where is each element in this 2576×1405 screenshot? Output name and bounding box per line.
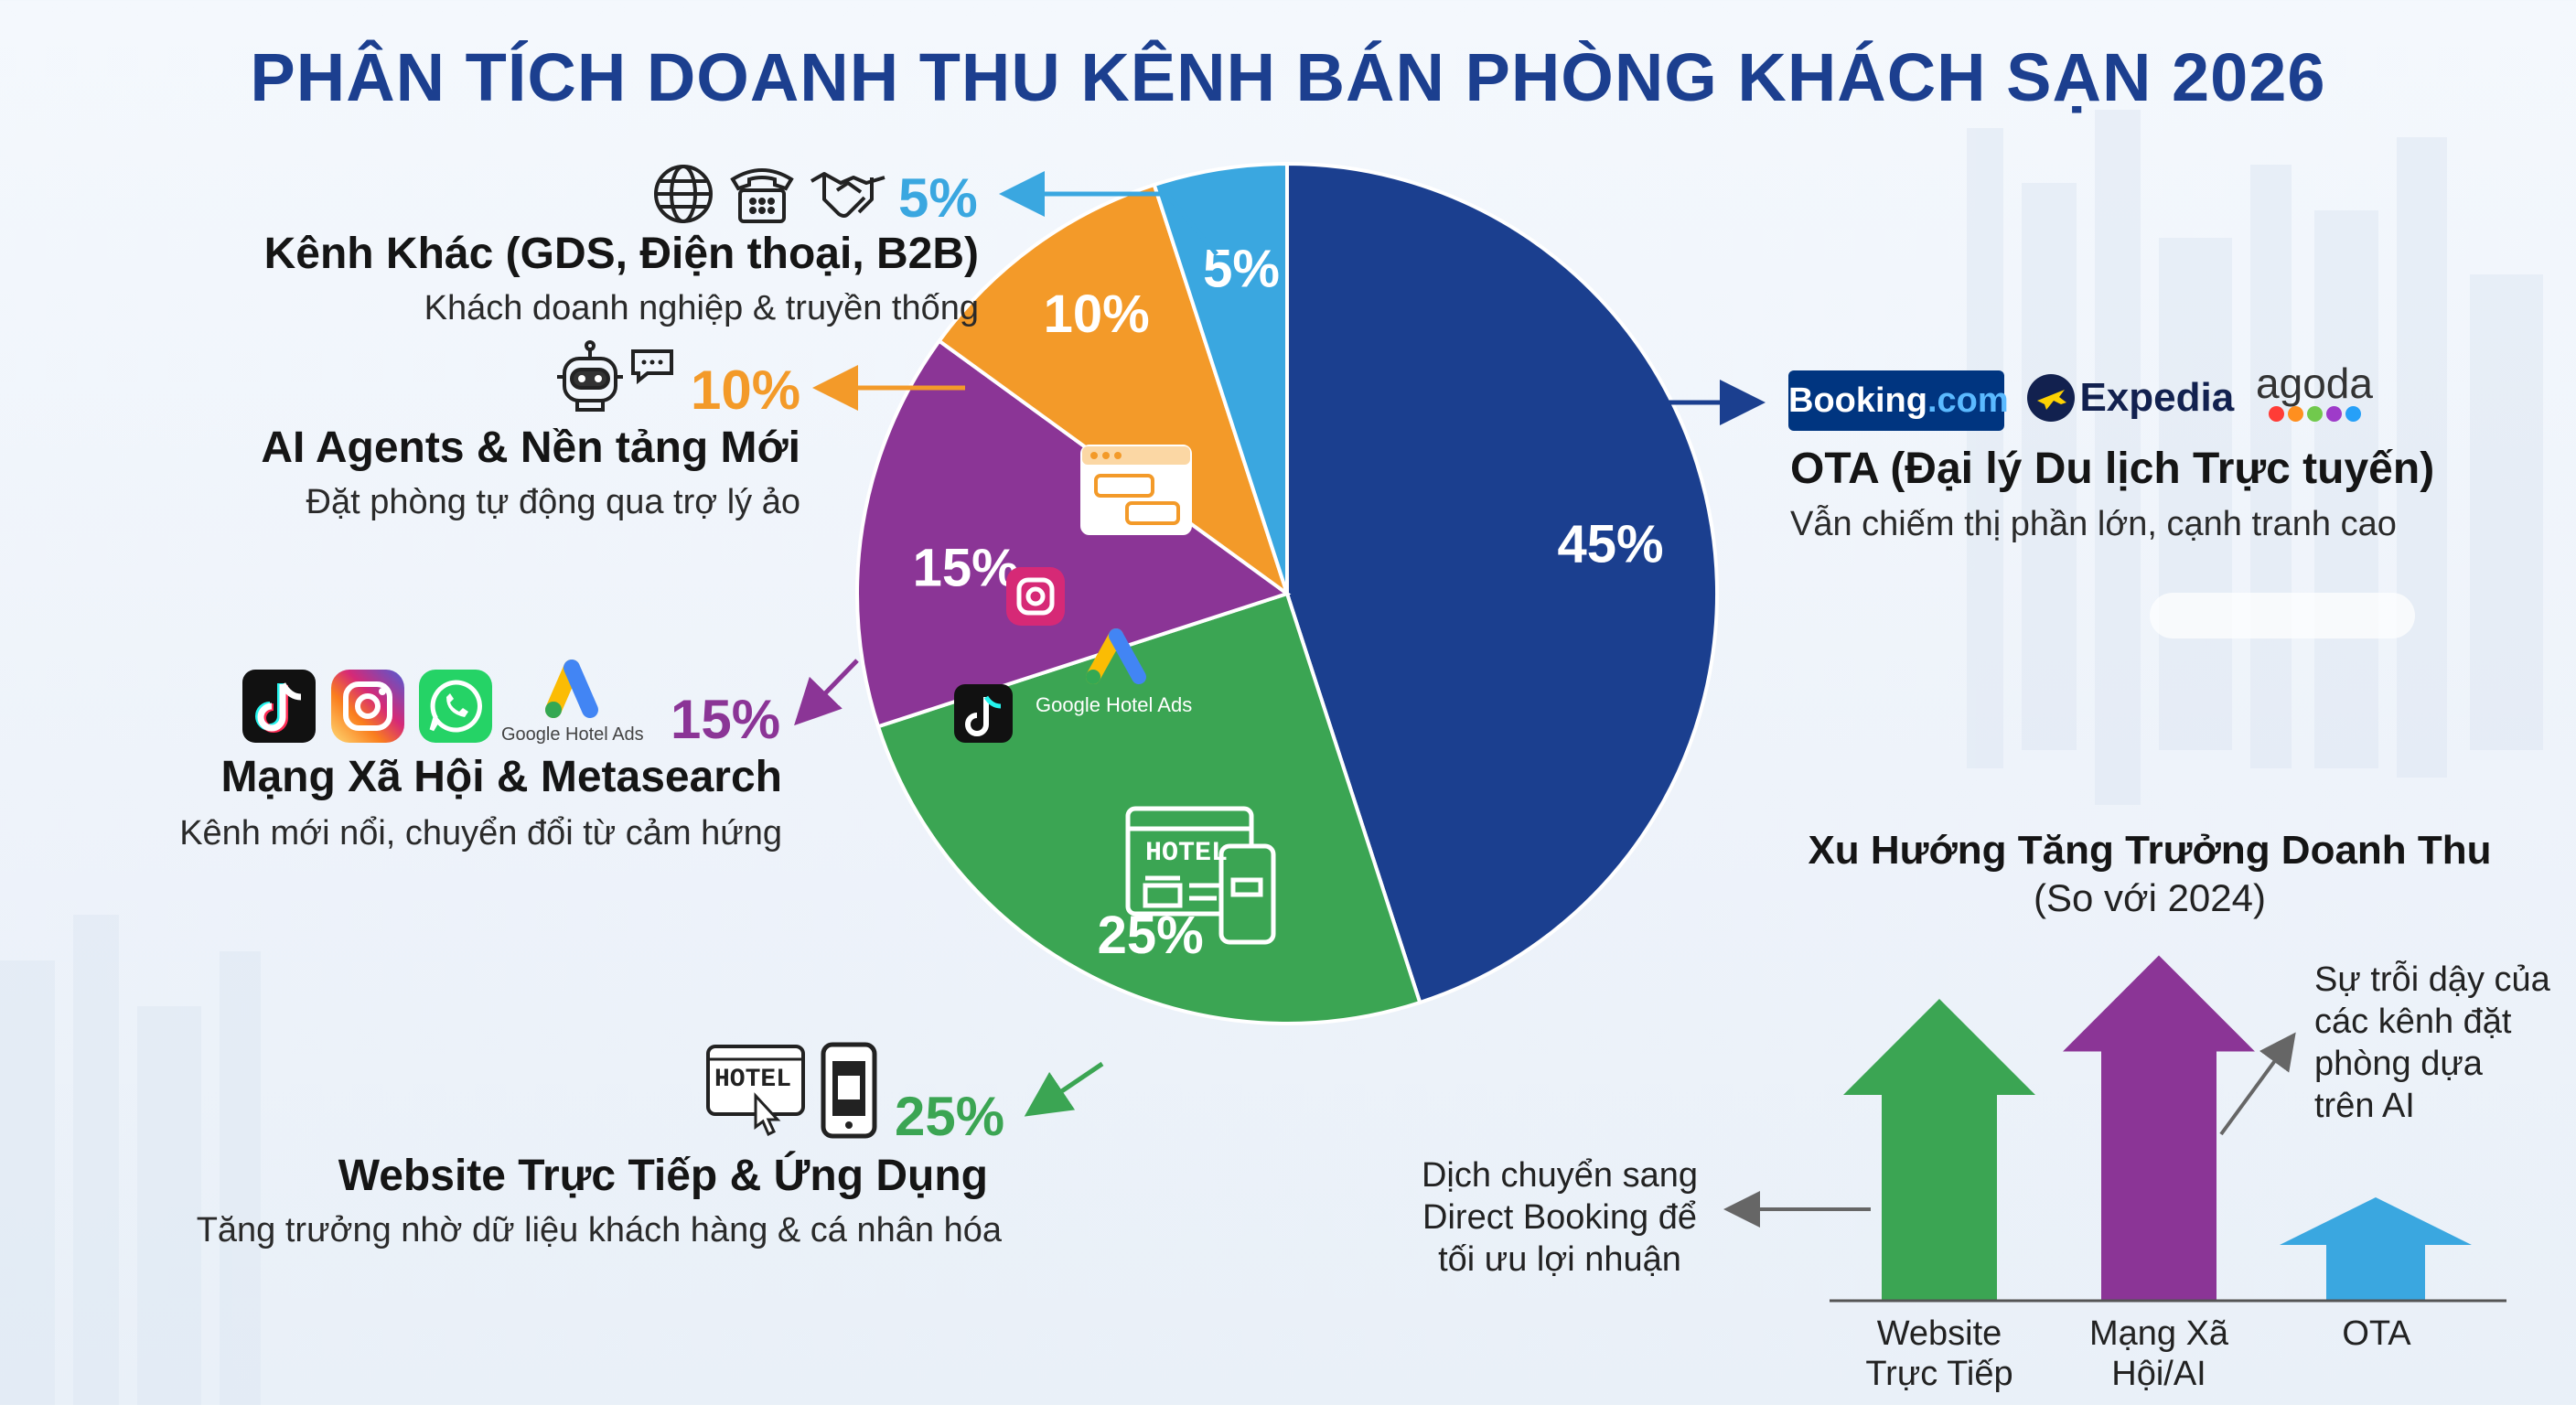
tiktok-icon xyxy=(954,684,1013,743)
website-callout-arrow xyxy=(1024,1061,1104,1117)
trend-arrow-ota xyxy=(2280,1197,2472,1301)
trend-subtitle: (So với 2024) xyxy=(2034,876,2266,919)
hotel-web-icon xyxy=(1125,806,1276,945)
chat-bubble-icon xyxy=(631,349,673,384)
pie-slice-social-label: 15% xyxy=(913,538,1019,597)
ai-subtext: Đặt phòng tự động qua trợ lý ảo xyxy=(306,483,800,521)
ota-heading: OTA (Đại lý Du lịch Trực tuyến) xyxy=(1790,445,2435,493)
social-subtext: Kênh mới nổi, chuyển đổi từ cảm hứng xyxy=(179,814,782,853)
google-hotel-ads-label: Google Hotel Ads xyxy=(501,724,644,745)
instagram-logo-icon xyxy=(331,670,404,743)
trend-label-ota-1: OTA xyxy=(2342,1314,2411,1353)
note-left-line-2: Direct Booking để xyxy=(1422,1198,1697,1237)
google-hotel-ads-text: Google Hotel Ads xyxy=(1036,693,1192,716)
expedia-logo-text: Expedia xyxy=(2079,375,2235,420)
trend-label-website-2: Trực Tiếp xyxy=(1865,1355,2013,1393)
expedia-logo: Expedia xyxy=(2026,373,2234,428)
website-heading: Website Trực Tiếp & Ứng Dụng xyxy=(338,1152,988,1200)
trend-label-social-ai: Mạng Xã Hội/AI xyxy=(2049,1314,2269,1394)
booking-com-logo: Booking.com xyxy=(1788,370,2009,431)
other-subtext: Khách doanh nghiệp & truyền thống xyxy=(424,289,979,327)
google-ads-logo-icon xyxy=(545,660,598,718)
website-pct-side: 25% xyxy=(895,1086,1005,1147)
other-heading: Kênh Khác (GDS, Điện thoại, B2B) xyxy=(263,230,979,278)
trend-label-ota: OTA xyxy=(2267,1314,2486,1354)
trend-label-website: Website Trực Tiếp xyxy=(1830,1314,2049,1394)
note-right-line-2: các kênh đặt xyxy=(2314,1003,2512,1041)
note-right-line-3: phòng dựa xyxy=(2314,1045,2483,1083)
globe-icon xyxy=(654,165,713,223)
trend-arrow-website xyxy=(1843,999,2035,1301)
social-heading: Mạng Xã Hội & Metasearch xyxy=(220,753,783,801)
plane-icon xyxy=(2027,374,2075,422)
smartphone-icon xyxy=(821,1042,877,1139)
pie-slice-other-label: 5% xyxy=(1203,239,1280,298)
whatsapp-icon xyxy=(419,670,492,743)
other-callout-arrow xyxy=(999,171,1218,256)
agoda-logo-text: agoda xyxy=(2256,359,2373,407)
handshake-icon xyxy=(810,172,886,218)
hotel-web-icon-text: HOTEL xyxy=(1145,838,1228,869)
pie-slice-ota xyxy=(1285,161,1720,1005)
ai-heading: AI Agents & Nền tảng Mới xyxy=(261,424,800,472)
agoda-logo: agoda xyxy=(2250,359,2378,426)
page-title: PHÂN TÍCH DOANH THU KÊNH BÁN PHÒNG KHÁCH… xyxy=(250,39,2326,115)
note-left-line-1: Dịch chuyển sang xyxy=(1421,1156,1699,1195)
ai-pct-side: 10% xyxy=(691,359,801,421)
direct-booking-note: Dịch chuyển sang Direct Booking để tối ư… xyxy=(1400,1154,1720,1281)
telephone-icon xyxy=(730,168,794,223)
ai-rise-note-arrow xyxy=(2219,1032,2296,1136)
pie-slice-ota-label: 45% xyxy=(1557,515,1663,574)
ota-subtext: Vẫn chiếm thị phần lớn, cạnh tranh cao xyxy=(1790,505,2397,543)
booking-logo-dot: .com xyxy=(1927,381,2009,420)
booking-logo-text: Booking xyxy=(1788,381,1927,420)
website-subtext: Tăng trưởng nhờ dữ liệu khách hàng & cá … xyxy=(196,1211,1002,1249)
note-right-line-4: trên AI xyxy=(2314,1087,2415,1125)
note-left-line-3: tối ưu lợi nhuận xyxy=(1438,1240,1681,1279)
trend-label-website-1: Website xyxy=(1876,1314,2002,1353)
agoda-dots xyxy=(2250,406,2378,426)
social-callout-arrow xyxy=(794,659,859,726)
pie-slice-ai-label: 10% xyxy=(1044,284,1150,344)
trend-label-social-1: Mạng Xã xyxy=(2088,1314,2229,1353)
hotel-website-icon xyxy=(706,1045,805,1137)
pie-slice-social xyxy=(855,338,1292,729)
hotel-word: HOTEL xyxy=(714,1066,792,1094)
ai-rise-note: Sự trỗi dậy của các kênh đặt phòng dựa t… xyxy=(2314,959,2571,1127)
google-ads-icon xyxy=(1086,628,1146,684)
pie-slice-other xyxy=(1152,161,1289,595)
instagram-icon xyxy=(1006,567,1065,626)
social-pct-side: 15% xyxy=(671,689,781,750)
trend-label-social-2: Hội/AI xyxy=(2111,1355,2206,1393)
robot-icon xyxy=(557,340,623,412)
tiktok-logo-icon xyxy=(242,670,316,743)
trend-arrow-social-ai xyxy=(2063,955,2255,1301)
ai-browser-icon xyxy=(1080,445,1192,535)
note-right-line-1: Sự trỗi dậy của xyxy=(2314,960,2550,999)
other-pct-side: 5% xyxy=(898,167,978,229)
trend-title: Xu Hướng Tăng Trưởng Doanh Thu xyxy=(1808,828,2492,873)
